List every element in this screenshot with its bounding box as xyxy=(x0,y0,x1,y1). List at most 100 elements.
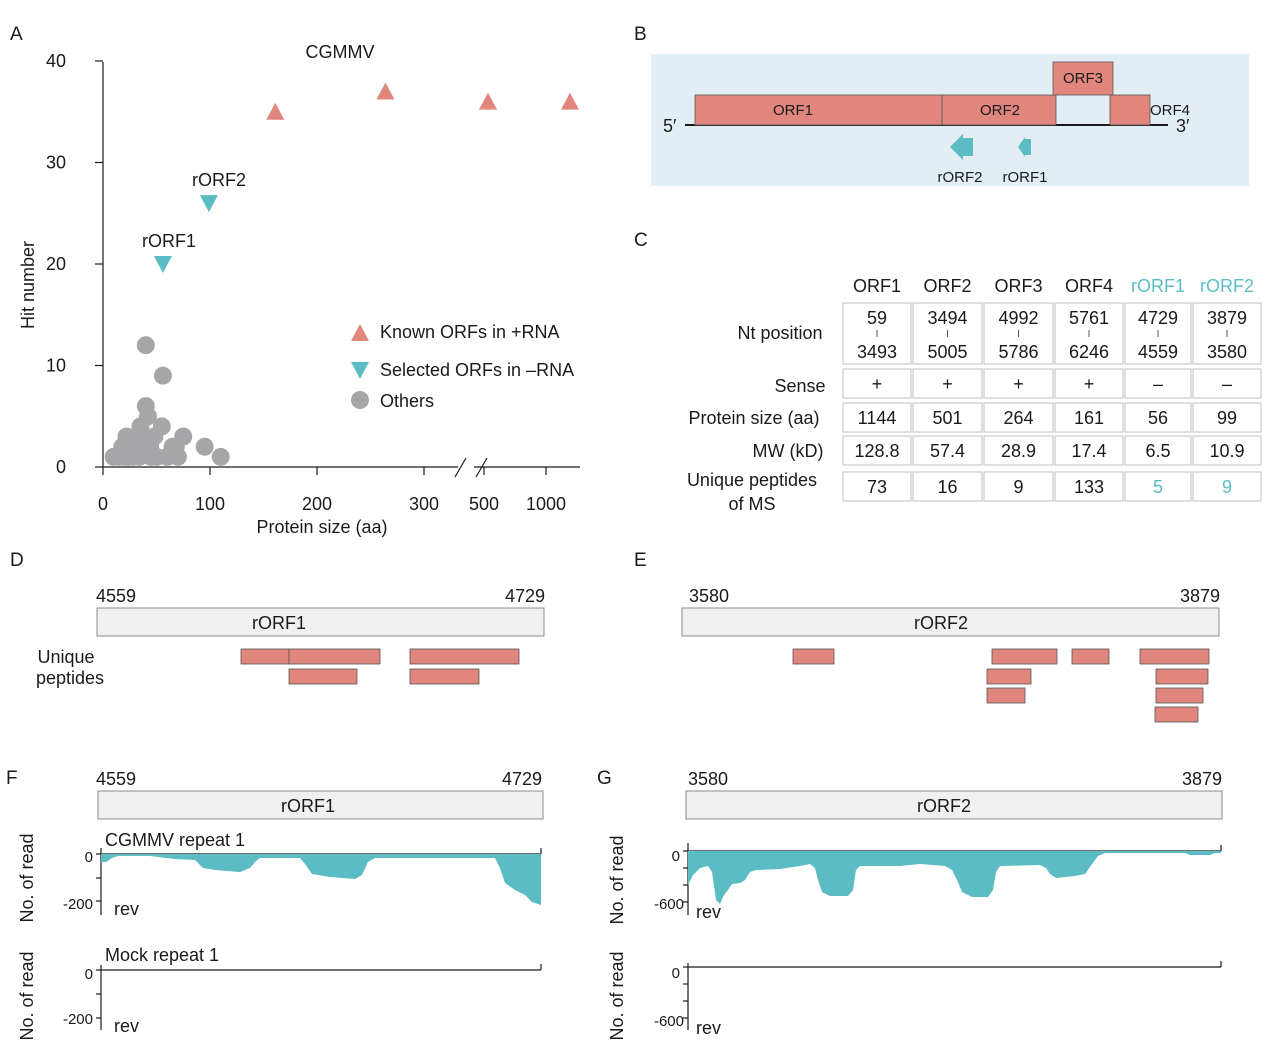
peptide-box xyxy=(240,648,290,665)
panel-label-d: D xyxy=(10,550,24,571)
data-point-other xyxy=(152,417,171,436)
column-header: rORF1 xyxy=(1131,276,1185,296)
e-start: 3580 xyxy=(689,586,729,606)
chart-title: CGMMV xyxy=(306,42,375,62)
nt-end: 5005 xyxy=(927,342,967,362)
f-end: 4729 xyxy=(502,769,542,789)
y-tick-label: 0 xyxy=(56,457,66,477)
mw-value: 57.4 xyxy=(930,441,965,461)
panel-label-f: F xyxy=(6,768,18,789)
column-header: ORF4 xyxy=(1065,276,1113,296)
orf3-label: ORF3 xyxy=(1063,70,1103,87)
table-cell xyxy=(1124,471,1192,502)
x-tick-label: 1000 xyxy=(526,494,566,514)
orf-table: ORF1 ORF2 ORF3 ORF4 rORF1 rORF2593493+1144128… xyxy=(842,276,1262,502)
table-cell xyxy=(842,471,912,502)
data-point-other xyxy=(153,366,172,385)
y-tick-label: 40 xyxy=(46,51,66,71)
rorf2-label: rORF2 xyxy=(938,169,983,186)
orf4-box xyxy=(1109,94,1151,126)
table-cell xyxy=(1192,435,1262,466)
data-point-selected xyxy=(199,195,218,213)
legend-label-selected: Selected ORFs in –RNA xyxy=(380,360,574,380)
legend-label-others: Others xyxy=(380,391,434,411)
e-rorf2-name: rORF2 xyxy=(914,613,968,633)
d-start: 4559 xyxy=(96,586,136,606)
table-cell xyxy=(1124,368,1192,399)
peptide-value: 73 xyxy=(867,477,887,497)
orf3-box xyxy=(1052,61,1114,96)
mw-value: 28.9 xyxy=(1001,441,1036,461)
g-y0-1: 0 xyxy=(672,848,680,865)
data-point-known xyxy=(479,92,497,110)
g-ymin-2: -600 xyxy=(654,1013,684,1030)
g-start: 3580 xyxy=(688,769,728,789)
peptide-box xyxy=(986,668,1032,685)
table-cell xyxy=(983,471,1054,502)
table-cell xyxy=(1124,402,1192,433)
column-header: ORF3 xyxy=(994,276,1042,296)
rorf1-label: rORF1 xyxy=(1003,169,1048,186)
mw-value: 6.5 xyxy=(1145,441,1170,461)
orf4-label: ORF4 xyxy=(1150,102,1190,119)
nt-start: 5761 xyxy=(1069,308,1109,328)
g-end: 3879 xyxy=(1182,769,1222,789)
table-cell xyxy=(1192,471,1262,502)
table-cell xyxy=(1054,402,1124,433)
f-track1-label: CGMMV repeat 1 xyxy=(105,830,245,850)
size-value: 161 xyxy=(1074,408,1104,428)
sense-value: + xyxy=(1084,374,1095,394)
x-tick-label: 0 xyxy=(98,494,108,514)
panel-label-g: G xyxy=(597,768,612,789)
panel-label-c: C xyxy=(634,230,648,251)
row-label-sense: Sense xyxy=(774,376,825,396)
row-label-size: Protein size (aa) xyxy=(688,408,819,428)
peptide-value: 16 xyxy=(937,477,957,497)
panel-label-a: A xyxy=(10,24,23,45)
legend-marker-others xyxy=(351,391,369,409)
nt-start: 3879 xyxy=(1207,308,1247,328)
data-point-known xyxy=(561,92,579,110)
row-label-peptides-1: Unique peptides xyxy=(687,470,817,490)
f-coverage-area xyxy=(101,854,541,905)
g-rorf2-bar xyxy=(685,790,1223,820)
table-cell xyxy=(1054,435,1124,466)
mw-value: 10.9 xyxy=(1209,441,1244,461)
size-value: 501 xyxy=(932,408,962,428)
row-label-nt: Nt position xyxy=(737,323,822,343)
y-tick-label: 20 xyxy=(46,254,66,274)
f-track2-label: Mock repeat 1 xyxy=(105,945,219,965)
table-cell xyxy=(983,368,1054,399)
rorf2-arrow-icon xyxy=(950,134,973,160)
peptide-box xyxy=(288,648,381,665)
table-cell xyxy=(912,471,983,502)
f-rorf1-bar xyxy=(97,790,544,820)
f-ylabel-1: No. of read xyxy=(17,833,37,922)
data-point-other xyxy=(211,447,230,466)
f-rorf1-name: rORF1 xyxy=(281,796,335,816)
g-track2-axes xyxy=(683,961,1222,1030)
x-tick-label: 500 xyxy=(469,494,499,514)
nt-start: 4729 xyxy=(1138,308,1178,328)
data-point-other xyxy=(195,437,214,456)
f-ymin-1: -200 xyxy=(63,896,93,913)
peptide-box xyxy=(1155,668,1209,685)
peptide-box xyxy=(288,668,358,685)
data-point-known xyxy=(376,82,395,100)
chart-legend: Known ORFs in +RNA Selected ORFs in –RNA… xyxy=(351,322,574,411)
annotation-rorf2: rORF2 xyxy=(192,170,246,190)
table-cell xyxy=(842,402,912,433)
table-cell xyxy=(1054,368,1124,399)
size-value: 99 xyxy=(1217,408,1237,428)
panel-label-b: B xyxy=(634,24,647,45)
peptide-value: 9 xyxy=(1013,477,1023,497)
table-cell xyxy=(912,402,983,433)
nt-end: 6246 xyxy=(1069,342,1109,362)
peptide-box xyxy=(1155,687,1204,704)
nt-start: 59 xyxy=(867,308,887,328)
data-point-other xyxy=(136,336,155,355)
nt-end: 5786 xyxy=(998,342,1038,362)
x-ticks: 0 100 200 300 500 1000 xyxy=(98,467,566,514)
panel-label-e: E xyxy=(634,550,647,571)
